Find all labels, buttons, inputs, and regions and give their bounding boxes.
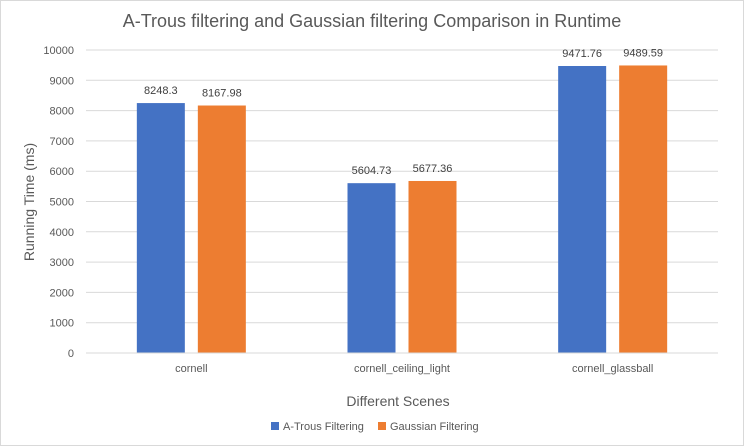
data-label: 5604.73 <box>352 165 392 177</box>
data-label: 5677.36 <box>413 163 453 175</box>
y-axis-ticks: 0 1000 2000 3000 4000 5000 6000 7000 8000 9000 100… <box>43 45 74 360</box>
y-tick-label: 4000 <box>50 227 74 239</box>
y-tick-label: 7000 <box>50 136 74 148</box>
gridlines <box>86 49 718 324</box>
legend: A-Trous Filtering Gaussian Filtering <box>271 421 479 433</box>
y-tick-label: 3000 <box>50 257 74 269</box>
y-axis-title: Running Time (ms) <box>21 143 37 261</box>
bar <box>558 66 607 353</box>
legend-label: Gaussian Filtering <box>390 421 479 433</box>
legend-swatch <box>378 422 386 430</box>
data-label: 8248.3 <box>144 85 178 97</box>
y-tick-label: 5000 <box>50 197 74 209</box>
bar <box>197 105 246 353</box>
legend-swatch <box>271 422 279 430</box>
x-category-label: cornell_ceiling_light <box>354 363 450 375</box>
y-tick-label: 2000 <box>50 287 74 299</box>
data-label: 8167.98 <box>202 88 242 100</box>
legend-label: A-Trous Filtering <box>283 421 364 433</box>
chart-title: A-Trous filtering and Gaussian filtering… <box>123 11 622 31</box>
bar <box>347 183 396 353</box>
y-tick-label: 8000 <box>50 106 74 118</box>
data-label: 9489.59 <box>623 47 663 59</box>
y-tick-label: 6000 <box>50 166 74 178</box>
y-tick-label: 10000 <box>43 45 74 57</box>
bar <box>136 103 185 353</box>
x-axis-categories: cornell cornell_ceiling_light cornell_glas… <box>175 363 653 375</box>
data-label: 9471.76 <box>562 48 602 60</box>
y-tick-label: 9000 <box>50 75 74 87</box>
bars <box>136 65 668 353</box>
x-category-label: cornell_glassball <box>572 363 653 375</box>
data-labels: 8248.3 8167.98 5604.73 5677.36 9471.76 9489.5… <box>144 47 663 177</box>
bar <box>408 180 457 353</box>
y-tick-label: 0 <box>68 348 74 360</box>
bar <box>619 65 668 353</box>
x-category-label: cornell <box>175 363 207 375</box>
x-axis-title: Different Scenes <box>346 393 449 409</box>
y-tick-label: 1000 <box>50 318 74 330</box>
